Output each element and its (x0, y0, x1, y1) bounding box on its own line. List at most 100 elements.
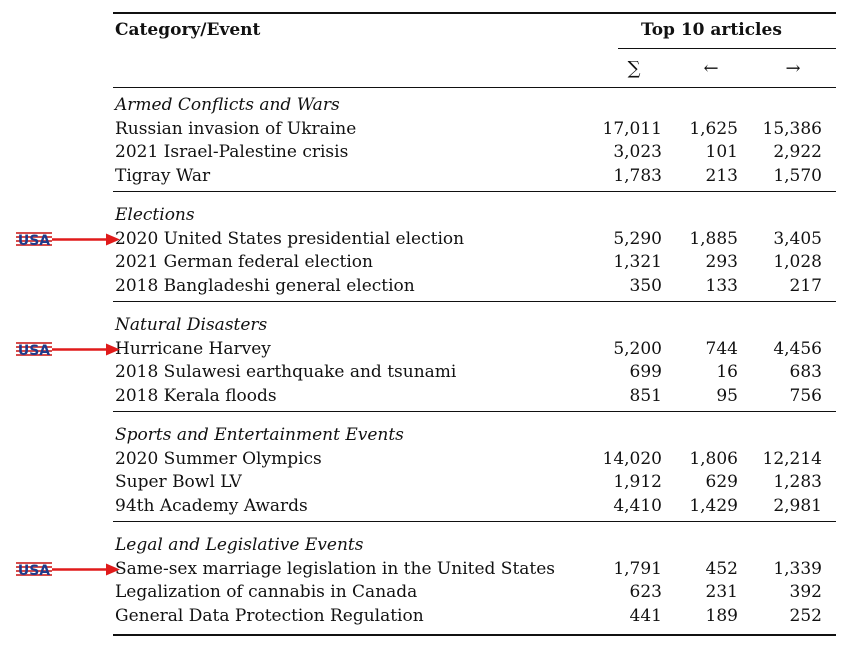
event-name: Super Bowl LV (115, 472, 242, 492)
group-underline (618, 48, 836, 49)
section-title: Elections (115, 205, 195, 225)
section-title: Legal and Legislative Events (115, 535, 364, 555)
table-row: 2020 Summer Olympics 14,020 1,806 12,214 (0, 448, 854, 471)
total-count: 699 (629, 362, 662, 382)
total-count: 350 (629, 275, 662, 296)
event-name: 94th Academy Awards (115, 495, 308, 516)
event-name: Hurricane Harvey (115, 338, 271, 359)
section-rule (113, 521, 836, 522)
table-row: 2020 United States presidential election… (0, 228, 854, 251)
section-title: Sports and Entertainment Events (115, 425, 404, 445)
header-rule (113, 87, 836, 88)
usa-flag-text: USA (18, 563, 50, 577)
table-row: Hurricane Harvey 5,200 744 4,456 USA (0, 338, 854, 361)
usa-flag-icon: USA (16, 341, 52, 357)
outgoing-count: 12,214 (762, 448, 822, 469)
outgoing-count: 2,981 (773, 495, 822, 516)
usa-flag-icon: USA (16, 231, 52, 247)
table-row: General Data Protection Regulation 441 189… (0, 605, 854, 628)
outgoing-count: 683 (789, 362, 822, 382)
total-count: 5,200 (613, 338, 662, 359)
section-heading-row: Armed Conflicts and Wars (0, 94, 854, 117)
category-header: Category/Event (115, 20, 261, 40)
usa-marker: USA (14, 338, 120, 361)
incoming-count: 293 (705, 252, 738, 272)
right-arrow-header: → (785, 58, 801, 79)
total-count: 1,912 (613, 472, 662, 492)
incoming-count: 629 (705, 472, 738, 492)
section-rule (113, 191, 836, 192)
total-count: 3,023 (613, 142, 662, 162)
outgoing-count: 1,028 (773, 252, 822, 272)
incoming-count: 744 (705, 338, 738, 359)
total-count: 1,321 (613, 252, 662, 272)
total-count: 851 (629, 385, 662, 406)
bottom-rule (113, 634, 836, 636)
incoming-count: 133 (705, 275, 738, 296)
total-count: 441 (629, 605, 662, 626)
table-row: Legalization of cannabis in Canada 623 231… (0, 581, 854, 604)
top-articles-header: Top 10 articles (641, 20, 782, 40)
table-row: Russian invasion of Ukraine 17,011 1,625 15… (0, 118, 854, 141)
incoming-count: 1,806 (689, 448, 738, 469)
outgoing-count: 1,570 (773, 165, 822, 186)
incoming-count: 95 (716, 385, 738, 406)
total-count: 5,290 (613, 228, 662, 249)
right-arrow-icon (52, 563, 120, 575)
incoming-count: 16 (716, 362, 738, 382)
outgoing-count: 392 (789, 582, 822, 602)
section-rule (113, 411, 836, 412)
incoming-count: 189 (705, 605, 738, 626)
outgoing-count: 1,339 (773, 558, 822, 579)
usa-flag-text: USA (18, 233, 50, 247)
incoming-count: 1,429 (689, 495, 738, 516)
right-arrow-icon (52, 343, 120, 355)
table-row: 94th Academy Awards 4,410 1,429 2,981 (0, 495, 854, 518)
usa-marker: USA (14, 558, 120, 581)
incoming-count: 101 (705, 142, 738, 162)
usa-flag-icon: USA (16, 561, 52, 577)
table-row: Same-sex marriage legislation in the Uni… (0, 558, 854, 581)
usa-marker: USA (14, 228, 120, 251)
event-name: General Data Protection Regulation (115, 605, 424, 626)
outgoing-count: 1,283 (773, 472, 822, 492)
event-name: Legalization of cannabis in Canada (115, 582, 418, 602)
total-count: 1,783 (613, 165, 662, 186)
section-heading-row: Elections (0, 204, 854, 227)
incoming-count: 452 (705, 558, 738, 579)
event-name: Russian invasion of Ukraine (115, 118, 357, 139)
table-row: 2018 Kerala floods 851 95 756 (0, 385, 854, 408)
outgoing-count: 756 (789, 385, 822, 406)
outgoing-count: 252 (789, 605, 822, 626)
incoming-count: 1,885 (689, 228, 738, 249)
usa-flag-text: USA (18, 343, 50, 357)
total-count: 623 (629, 582, 662, 602)
incoming-count: 1,625 (689, 118, 738, 139)
section-title: Natural Disasters (115, 315, 268, 335)
event-name: 2021 German federal election (115, 252, 373, 272)
event-name: Same-sex marriage legislation in the Uni… (115, 558, 556, 579)
left-arrow-header: ← (703, 58, 719, 79)
incoming-count: 213 (705, 165, 738, 186)
table-row: 2018 Sulawesi earthquake and tsunami 699 1… (0, 361, 854, 384)
table-row: Tigray War 1,783 213 1,570 (0, 165, 854, 188)
outgoing-count: 4,456 (773, 338, 822, 359)
right-arrow-icon (52, 233, 120, 245)
section-rule (113, 301, 836, 302)
section-heading-row: Natural Disasters (0, 314, 854, 337)
event-name: 2021 Israel-Palestine crisis (115, 142, 349, 162)
event-name: 2018 Sulawesi earthquake and tsunami (115, 362, 457, 382)
table-row: 2021 German federal election 1,321 293 1,02… (0, 251, 854, 274)
event-name: 2018 Kerala floods (115, 385, 277, 406)
table-row: Super Bowl LV 1,912 629 1,283 (0, 471, 854, 494)
event-name: 2018 Bangladeshi general election (115, 275, 415, 296)
outgoing-count: 15,386 (762, 118, 822, 139)
sum-symbol-header: ∑ (627, 58, 641, 79)
total-count: 4,410 (613, 495, 662, 516)
section-heading-row: Legal and Legislative Events (0, 534, 854, 557)
section-heading-row: Sports and Entertainment Events (0, 424, 854, 447)
incoming-count: 231 (705, 582, 738, 602)
total-count: 17,011 (602, 118, 662, 139)
section-title: Armed Conflicts and Wars (115, 95, 340, 115)
total-count: 14,020 (602, 448, 662, 469)
